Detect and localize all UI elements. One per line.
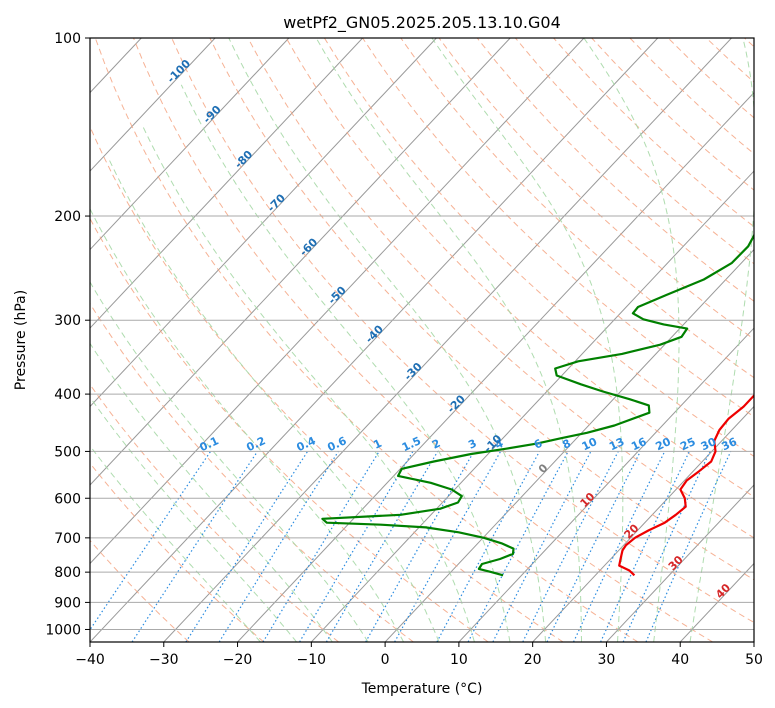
x-tick-label: −20 bbox=[223, 652, 253, 668]
x-tick-label: −40 bbox=[75, 652, 105, 668]
mixing-ratio-line bbox=[522, 451, 619, 642]
y-tick-label: 300 bbox=[54, 313, 81, 329]
moist-adiabat-line bbox=[180, 84, 511, 642]
moist-adiabat-line bbox=[689, 38, 754, 642]
mixing-ratio-line bbox=[365, 451, 475, 642]
mixing-ratio-line bbox=[185, 451, 309, 642]
x-tick-label: 0 bbox=[381, 652, 390, 668]
isotherm-line bbox=[310, 170, 754, 642]
moist-adiabat-line bbox=[228, 38, 547, 642]
x-axis-ticks: −40 −30 −20 −10 0 10 20 30 40 50 bbox=[75, 642, 763, 668]
mixing-ratio-line bbox=[436, 451, 541, 642]
isotherm-line bbox=[90, 38, 659, 642]
dry-adiabat-line bbox=[133, 38, 713, 642]
mixing-ratio-label: 20 bbox=[654, 435, 674, 453]
mixing-ratio-label: 16 bbox=[629, 435, 649, 453]
dry-adiabat-line bbox=[285, 38, 754, 498]
moist-adiabat-line bbox=[90, 342, 333, 642]
chart-title: wetPf2_GN05.2025.205.13.10.G04 bbox=[283, 13, 561, 33]
isotherm-line bbox=[606, 484, 754, 642]
mixing-ratio-line bbox=[622, 451, 711, 642]
x-tick-label: 10 bbox=[450, 652, 468, 668]
isotherm-line bbox=[90, 38, 437, 408]
y-tick-label: 200 bbox=[54, 209, 81, 225]
moist-adiabat-line bbox=[315, 38, 582, 642]
y-tick-label: 100 bbox=[54, 31, 81, 47]
moist-adiabat-line bbox=[90, 207, 405, 642]
isotherm-line bbox=[90, 38, 364, 329]
mixing-ratio-line bbox=[645, 451, 732, 642]
y-tick-label: 600 bbox=[54, 491, 81, 507]
isotherm-line bbox=[90, 38, 290, 251]
moist-adiabat-line bbox=[90, 445, 261, 642]
x-tick-label: −10 bbox=[297, 652, 327, 668]
mixing-ratio-label: 13 bbox=[607, 435, 626, 453]
dry-adiabat-line bbox=[90, 302, 414, 642]
isotherm-line bbox=[90, 38, 511, 486]
mixing-ratio-label: 10 bbox=[580, 435, 600, 453]
mixing-ratio-line bbox=[90, 451, 212, 631]
dry-adiabat-line bbox=[247, 38, 754, 539]
isotherm-line bbox=[90, 38, 585, 565]
mixing-ratio-label: 25 bbox=[678, 435, 697, 453]
x-tick-label: −30 bbox=[149, 652, 179, 668]
background-lines bbox=[90, 38, 754, 642]
isotherm-line bbox=[163, 38, 732, 642]
dry-adiabat-line bbox=[209, 38, 754, 581]
y-tick-label: 1000 bbox=[45, 622, 81, 638]
isotherm-line bbox=[90, 38, 216, 172]
plot-frame bbox=[89, 37, 755, 643]
x-tick-label: 50 bbox=[745, 652, 763, 668]
dry-adiabat-line bbox=[90, 125, 564, 642]
y-tick-label: 400 bbox=[54, 387, 81, 403]
isotherm-line bbox=[532, 405, 754, 642]
mixing-ratio-label: 30 bbox=[699, 435, 719, 453]
y-tick-label: 500 bbox=[54, 444, 81, 460]
y-tick-label: 800 bbox=[54, 565, 81, 581]
dewpoint-line bbox=[321, 233, 754, 577]
temperature-line bbox=[618, 393, 754, 577]
dry-adiabat-line bbox=[90, 539, 190, 642]
mixing-ratio-line bbox=[262, 451, 380, 642]
mixing-ratio-label: 36 bbox=[720, 435, 740, 453]
sounding-series bbox=[321, 233, 754, 577]
dry-adiabat-line bbox=[476, 38, 754, 302]
moist-adiabat-line bbox=[583, 38, 680, 642]
isotherm-line bbox=[458, 327, 754, 642]
moist-adiabat-line bbox=[90, 281, 369, 642]
y-tick-label: 700 bbox=[54, 531, 81, 547]
x-tick-label: 30 bbox=[598, 652, 616, 668]
dry-adiabat-line bbox=[94, 38, 639, 642]
y-axis-ticks: 100 200 300 400 500 600 700 800 900 1000 bbox=[45, 31, 90, 638]
x-tick-label: 20 bbox=[524, 652, 542, 668]
mixing-ratio-line bbox=[131, 451, 258, 642]
y-tick-label: 900 bbox=[54, 595, 81, 611]
dry-adiabat-line bbox=[171, 38, 754, 624]
isotherm-line bbox=[384, 248, 754, 642]
dry-adiabat-line bbox=[438, 38, 754, 340]
mixing-ratio-line bbox=[394, 451, 502, 642]
dry-adiabat-line bbox=[90, 462, 265, 642]
y-axis-label: Pressure (hPa) bbox=[13, 290, 29, 390]
mixing-ratio-line bbox=[492, 451, 592, 642]
x-axis-label: Temperature (°C) bbox=[361, 681, 483, 697]
x-tick-label: 40 bbox=[671, 652, 689, 668]
isotherm-line bbox=[237, 91, 754, 642]
dry-adiabat-line bbox=[90, 217, 489, 642]
